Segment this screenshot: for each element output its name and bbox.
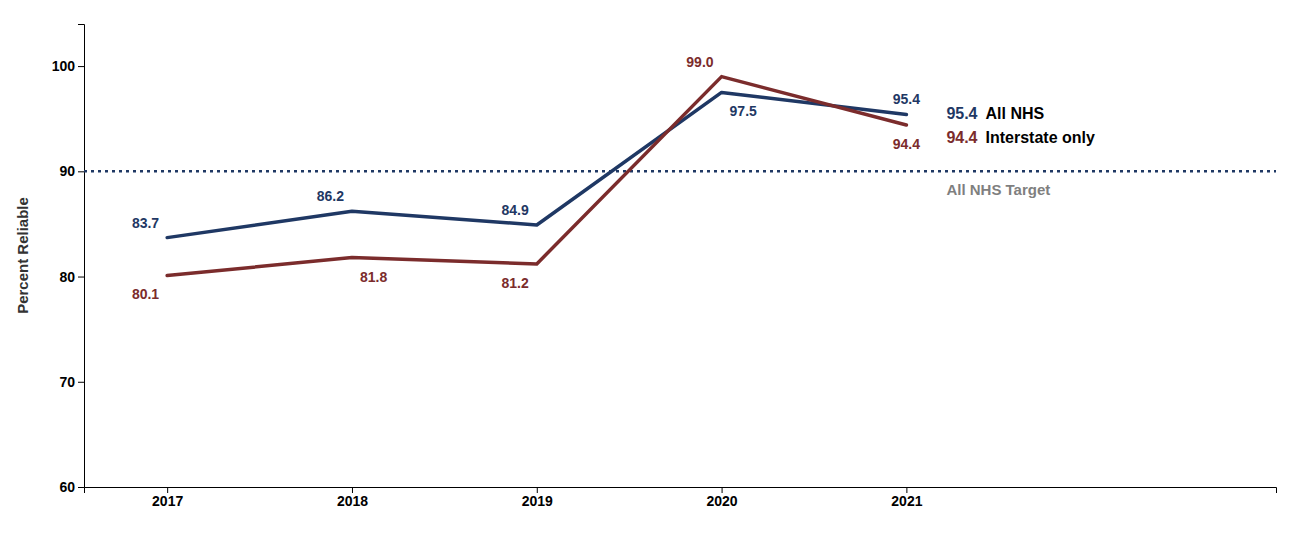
- data-label: 99.0: [686, 54, 713, 70]
- legend-entry: 95.4 All NHS: [946, 105, 1044, 122]
- y-tick: 80: [59, 269, 84, 285]
- tick-mark: [78, 171, 84, 172]
- y-tick: 60: [59, 479, 84, 495]
- tick-label: 80: [59, 269, 75, 285]
- y-tick: 100: [52, 58, 84, 74]
- legend-value: 95.4: [946, 105, 977, 122]
- x-tick: 2021: [891, 487, 922, 509]
- axis-domain: [85, 488, 1277, 494]
- reference-label: All NHS Target: [946, 181, 1050, 198]
- tick-mark: [78, 382, 84, 383]
- axis-domain: [78, 25, 85, 488]
- legend-label: All NHS: [986, 105, 1045, 122]
- tick-label: 100: [52, 58, 76, 74]
- legend-value: 94.4: [946, 129, 977, 146]
- y-tick: 90: [59, 163, 84, 179]
- y-tick: 70: [59, 374, 84, 390]
- tick-label: 70: [59, 374, 75, 390]
- tick-label: 2020: [707, 493, 738, 509]
- data-label: 81.2: [502, 275, 529, 291]
- tick-label: 2017: [152, 493, 183, 509]
- data-label: 97.5: [730, 103, 757, 119]
- data-label: 81.8: [360, 269, 387, 285]
- data-label: 95.4: [893, 91, 920, 107]
- plot-area: [84, 77, 1276, 276]
- legend: 95.4 All NHS 94.4 Interstate only: [946, 105, 1095, 146]
- tick-label: 2021: [891, 493, 922, 509]
- reference-line: [84, 170, 1276, 173]
- tick-label: 90: [59, 163, 75, 179]
- tick-label: 2018: [337, 493, 368, 509]
- data-label: 86.2: [317, 188, 344, 204]
- tick-mark: [78, 66, 84, 67]
- x-tick: 2019: [522, 487, 553, 509]
- x-tick: 2020: [707, 487, 738, 509]
- chart: 2017 2018 2019 2020 2021 60 70 80 90 100 Percent R…: [0, 0, 1300, 535]
- series-line: [167, 77, 906, 276]
- data-label: 84.9: [502, 202, 529, 218]
- data-label: 94.4: [893, 136, 920, 152]
- tick-label: 60: [59, 479, 75, 495]
- legend-label: Interstate only: [986, 129, 1095, 146]
- tick-mark: [78, 277, 84, 278]
- x-tick: 2018: [337, 487, 368, 509]
- x-axis: 2017 2018 2019 2020 2021: [85, 487, 1277, 509]
- data-label: 83.7: [132, 215, 159, 231]
- legend-entry: 94.4 Interstate only: [946, 129, 1095, 146]
- y-axis-title: Percent Reliable: [14, 197, 31, 314]
- tick-mark: [78, 487, 84, 488]
- data-labels: 83.7 86.2 84.9 97.5 95.4 80.1 81.8 81.2 99.0 94.4: [132, 54, 920, 303]
- series-line: [167, 92, 906, 237]
- data-label: 80.1: [132, 286, 159, 302]
- tick-label: 2019: [522, 493, 553, 509]
- x-tick: 2017: [152, 487, 183, 509]
- y-axis: 60 70 80 90 100: [52, 25, 85, 495]
